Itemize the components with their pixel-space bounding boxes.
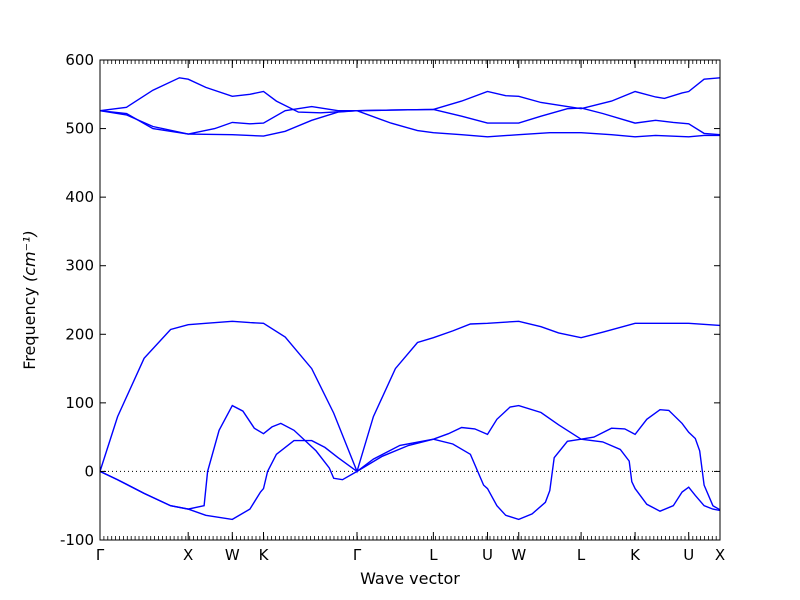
y-tick-label: 300 (65, 257, 94, 275)
x-tick-label: K (630, 546, 641, 564)
x-tick-label: K (259, 546, 270, 564)
x-tick-label: W (225, 546, 240, 564)
y-tick-label: 100 (65, 394, 94, 412)
x-tick-label: X (183, 546, 193, 564)
band-line (99, 438, 721, 521)
x-tick-label: L (577, 546, 586, 564)
band-line (99, 320, 721, 474)
y-tick-label: 0 (84, 462, 94, 480)
y-tick-label: 200 (65, 325, 94, 343)
y-axis-ticks: -100 0 100 200 300 400 500 600 (60, 51, 720, 549)
x-axis-label: Wave vector (360, 569, 460, 588)
y-axis-label-text: Frequency (20, 287, 39, 370)
x-tick-label: U (683, 546, 694, 564)
band-lines (99, 77, 721, 521)
band-line (99, 109, 720, 138)
y-axis-label-unit: (cm⁻¹) (20, 230, 39, 282)
band-line (99, 77, 721, 114)
y-tick-label: 600 (65, 51, 94, 69)
x-tick-label: U (482, 546, 493, 564)
x-tick-label: Γ (353, 546, 362, 564)
x-tick-label: W (511, 546, 526, 564)
plot-frame (99, 59, 721, 541)
x-tick-label: Γ (96, 546, 105, 564)
y-axis-label: Frequency (cm⁻¹) (20, 230, 39, 369)
x-tick-label: L (429, 546, 438, 564)
x-minor-ticks (99, 60, 717, 540)
y-tick-label: -100 (60, 531, 94, 549)
band-line (99, 105, 721, 136)
x-tick-label: X (715, 546, 725, 564)
band-line (99, 404, 721, 511)
y-tick-label: 400 (65, 188, 94, 206)
y-tick-label: 500 (65, 120, 94, 138)
